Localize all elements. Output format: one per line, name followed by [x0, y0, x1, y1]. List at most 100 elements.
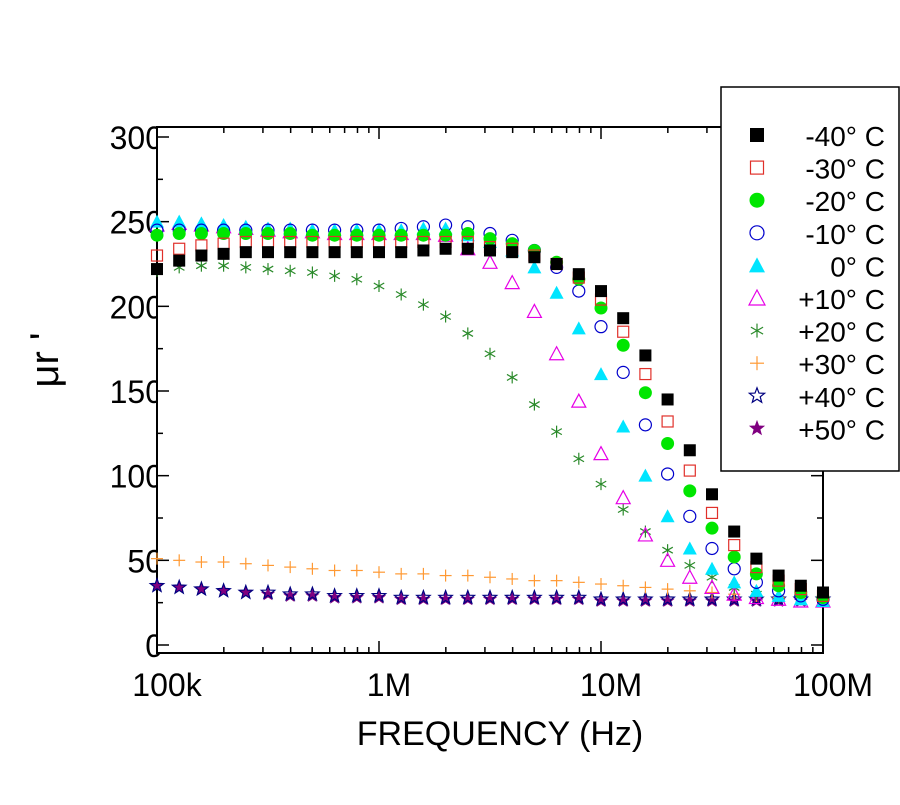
data-point: [259, 583, 277, 600]
data-point: [750, 552, 763, 565]
data-point: [506, 246, 519, 259]
data-point: [150, 214, 164, 228]
data-point: [594, 320, 608, 334]
data-point: [592, 590, 610, 607]
legend-item: -20° C: [749, 186, 885, 217]
data-point: [460, 591, 475, 606]
data-point: [616, 593, 631, 607]
data-point: [417, 567, 430, 580]
data-point: [484, 571, 496, 584]
data-point: [749, 583, 764, 597]
data-point: [595, 578, 607, 591]
data-point: [750, 323, 764, 338]
data-point: [682, 593, 697, 607]
data-point: [637, 526, 654, 542]
data-point: [172, 227, 186, 241]
data-point: [817, 586, 829, 599]
series: [151, 552, 829, 606]
data-point: [395, 288, 407, 301]
data-point: [705, 561, 719, 575]
data-point: [218, 259, 230, 272]
legend-item: +30° C: [750, 349, 885, 380]
data-point: [350, 564, 363, 577]
data-point: [151, 552, 163, 565]
data-point: [528, 574, 541, 587]
data-point: [704, 593, 720, 607]
data-point: [240, 261, 252, 274]
data-point: [706, 586, 718, 599]
legend-item: 0° C: [749, 251, 885, 282]
data-point: [661, 415, 674, 428]
data-point: [394, 228, 408, 242]
data-point: [528, 251, 541, 264]
data-point: [549, 591, 564, 606]
legend-item: +20° C: [750, 317, 885, 348]
legend-item: +50° C: [748, 414, 885, 445]
data-point: [194, 216, 209, 230]
data-point: [326, 587, 343, 604]
data-point: [392, 588, 410, 605]
x-tick-label: 100k: [132, 667, 202, 703]
data-point: [617, 312, 630, 325]
data-point: [306, 246, 319, 259]
data-point: [484, 244, 496, 257]
legend-item: -10° C: [749, 219, 885, 250]
data-point: [281, 585, 299, 602]
data-point: [481, 254, 499, 269]
data-point: [750, 128, 764, 142]
x-tick-label: 100M: [793, 667, 873, 703]
y-axis-label: μr ': [23, 332, 67, 387]
data-point: [705, 521, 719, 535]
data-point: [683, 509, 697, 523]
legend: -40° C-30° C-20° C-10° C0° C+10° C+20° C…: [720, 86, 900, 472]
legend-label: -10° C: [805, 219, 885, 250]
data-point: [371, 590, 387, 604]
data-point: [660, 593, 675, 607]
x-tick-label: 1M: [367, 667, 411, 703]
legend-item: +10° C: [748, 284, 885, 315]
data-point: [706, 488, 718, 501]
data-point: [173, 554, 186, 567]
legend-label: +40° C: [798, 382, 885, 413]
data-point: [550, 574, 563, 587]
data-point: [681, 569, 698, 584]
data-point: [639, 581, 652, 594]
data-point: [750, 356, 764, 371]
legend-label: -20° C: [805, 186, 885, 217]
data-point: [617, 579, 630, 592]
data-point: [771, 588, 786, 602]
data-point: [749, 160, 765, 175]
data-point: [592, 445, 610, 461]
data-point: [284, 246, 297, 259]
data-point: [638, 593, 653, 607]
data-point: [659, 552, 676, 567]
data-point: [528, 398, 540, 411]
data-point: [461, 227, 475, 241]
data-point: [439, 242, 452, 255]
data-point: [484, 347, 496, 360]
data-point: [217, 556, 230, 569]
legend-label: +30° C: [798, 349, 885, 380]
data-point: [749, 225, 765, 241]
data-point: [728, 538, 741, 552]
data-point: [661, 583, 674, 596]
y-tick-label: 150: [110, 374, 163, 410]
y-tick-label: 200: [110, 289, 163, 325]
data-point: [437, 588, 454, 605]
data-point: [416, 228, 430, 242]
data-point: [748, 419, 766, 436]
series: [149, 578, 831, 607]
data-point: [660, 509, 675, 523]
data-point: [149, 578, 165, 592]
data-point: [173, 254, 186, 267]
data-point: [614, 590, 632, 607]
data-point: [616, 419, 631, 433]
data-point: [304, 585, 321, 602]
data-point: [459, 588, 477, 605]
data-point: [749, 257, 765, 273]
data-point: [193, 580, 210, 597]
data-point: [329, 269, 341, 282]
data-point: [749, 567, 763, 581]
data-point: [262, 263, 274, 276]
data-point: [570, 588, 588, 605]
